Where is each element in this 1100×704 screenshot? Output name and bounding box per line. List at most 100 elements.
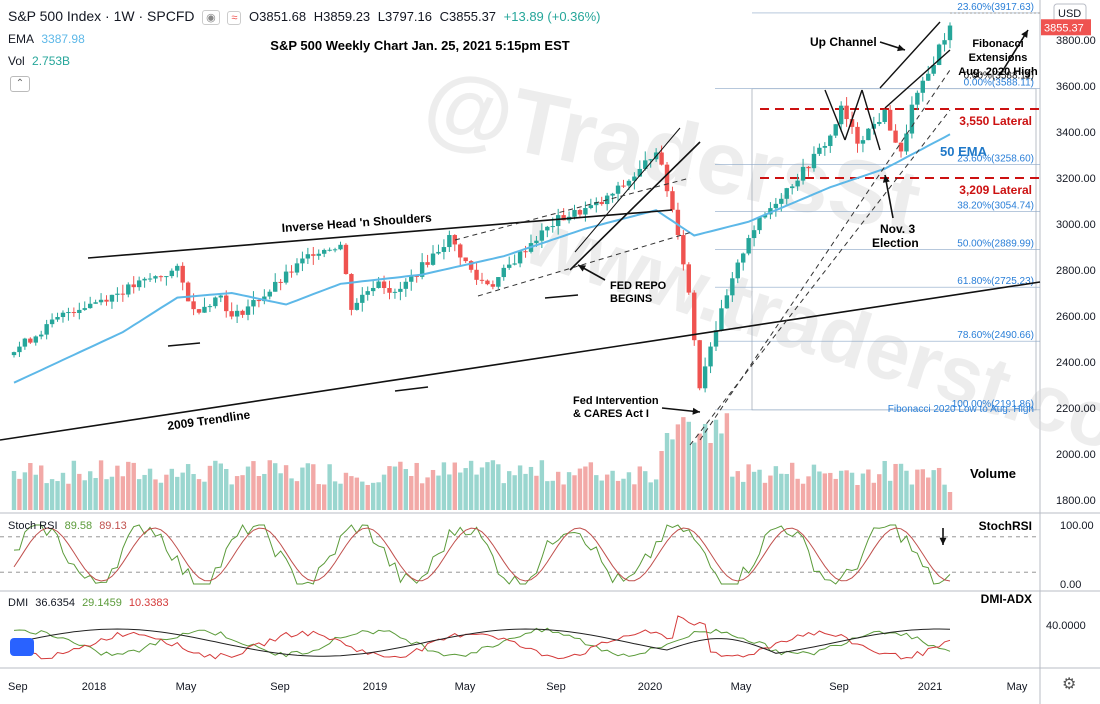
candle-body — [795, 180, 800, 187]
volume-bar — [49, 479, 55, 510]
candle-body — [768, 208, 773, 215]
candle-body — [615, 185, 621, 194]
volume-bar — [822, 473, 828, 510]
volume-bar — [120, 476, 126, 510]
candle-body — [452, 235, 457, 245]
candle-body — [398, 288, 403, 292]
volume-bar — [245, 466, 251, 510]
candle-body — [240, 310, 245, 315]
volume-bar — [468, 460, 474, 510]
volume-bar — [251, 461, 256, 510]
time-axis-tick: May — [176, 681, 197, 693]
price-axis-tick: 2400.00 — [1056, 357, 1096, 369]
candle-body — [675, 209, 681, 236]
volume-bar — [425, 477, 430, 510]
volume-bar — [550, 480, 555, 510]
price-axis-tick: 3800.00 — [1056, 35, 1096, 47]
volume-bar — [534, 475, 539, 510]
change-value: +13.89 (+0.36%) — [503, 9, 601, 24]
candle-body — [387, 288, 392, 293]
volume-bar — [877, 474, 882, 510]
volume-bar — [926, 477, 931, 510]
volume-bar — [920, 469, 925, 510]
eye-toggle-icon[interactable]: ◉ — [202, 10, 220, 25]
annotation-election: Nov. 3 — [880, 222, 915, 236]
candle-body — [44, 324, 49, 335]
candle-body — [430, 253, 436, 265]
dmi-legend[interactable]: DMI 36.6354 29.1459 10.3383 — [8, 597, 173, 609]
volume-bar — [670, 439, 675, 510]
last-price-value: 3855.37 — [1044, 22, 1084, 34]
candle-body — [637, 168, 643, 177]
volume-bar — [545, 481, 550, 510]
volume-bar — [381, 474, 387, 510]
candle-body — [741, 253, 746, 263]
candle-body — [419, 262, 425, 277]
up-channel-line — [884, 49, 951, 109]
volume-bar — [637, 466, 643, 510]
volume-bar — [615, 480, 621, 510]
annotation-fed-intervention: & CARES Act I — [573, 408, 649, 420]
candle-body — [746, 238, 751, 254]
candle-body — [283, 271, 289, 283]
adx-line — [13, 628, 951, 657]
volume-bar — [806, 476, 811, 510]
candle-body — [898, 142, 904, 152]
volume-bar — [681, 417, 686, 510]
candle-body — [66, 312, 71, 314]
volume-bar — [224, 468, 229, 510]
volume-bar — [365, 484, 370, 510]
candle-body — [60, 312, 66, 318]
ema-legend[interactable]: EMA 3387.98 — [8, 32, 89, 46]
volume-bar — [327, 464, 332, 510]
volume-bar — [109, 476, 115, 510]
volume-bar — [773, 466, 779, 510]
candle-body — [779, 198, 784, 204]
candle-body — [496, 277, 501, 287]
candle-body — [126, 284, 131, 295]
volume-bar — [697, 433, 702, 510]
volume-bar — [115, 465, 120, 510]
candle-body — [583, 208, 588, 215]
annotation-50-ema: 50 EMA — [940, 144, 988, 159]
arrow-fed-repo-head — [578, 265, 586, 272]
candle-body — [142, 278, 147, 281]
candle-body — [207, 306, 213, 308]
arrow-election-head — [882, 175, 890, 183]
candle-body — [871, 123, 877, 129]
collapse-legend-icon[interactable]: ⌃ — [10, 76, 30, 92]
volume-bar — [517, 465, 523, 510]
volume-bar — [490, 460, 496, 510]
candle-body — [545, 226, 550, 231]
volume-bar — [909, 484, 915, 510]
time-axis-tick: 2020 — [638, 681, 662, 693]
candle-body — [833, 124, 838, 136]
volume-bar — [441, 462, 447, 510]
candle-body — [185, 282, 191, 302]
candle-body — [49, 319, 55, 325]
compare-icon[interactable]: ≈ — [227, 11, 242, 25]
volume-bar — [844, 470, 849, 510]
volume-legend[interactable]: Vol 2.753B — [8, 54, 74, 68]
volume-bar — [436, 475, 441, 510]
candle-body — [136, 280, 142, 288]
volume-bar — [887, 480, 893, 510]
candle-body — [664, 164, 670, 192]
volume-bar — [104, 479, 109, 510]
volume-bar — [735, 471, 740, 510]
volume-bar — [77, 473, 82, 510]
candle-body — [784, 188, 789, 199]
volume-bar — [343, 472, 349, 510]
candle-body — [158, 276, 164, 278]
stoch-legend[interactable]: Stoch RSI 89.58 89.13 — [8, 520, 131, 532]
price-axis-tick: 2600.00 — [1056, 311, 1096, 323]
volume-bar — [338, 483, 343, 510]
volume-bar — [136, 479, 142, 510]
candle-body — [267, 291, 272, 297]
volume-bar — [713, 419, 719, 510]
settings-gear-icon[interactable]: ⚙ — [1062, 676, 1077, 693]
ema-50-line — [13, 133, 951, 384]
symbol-title[interactable]: S&P 500 Index · 1W · SPCFD — [8, 8, 195, 24]
candle-body — [866, 128, 871, 141]
